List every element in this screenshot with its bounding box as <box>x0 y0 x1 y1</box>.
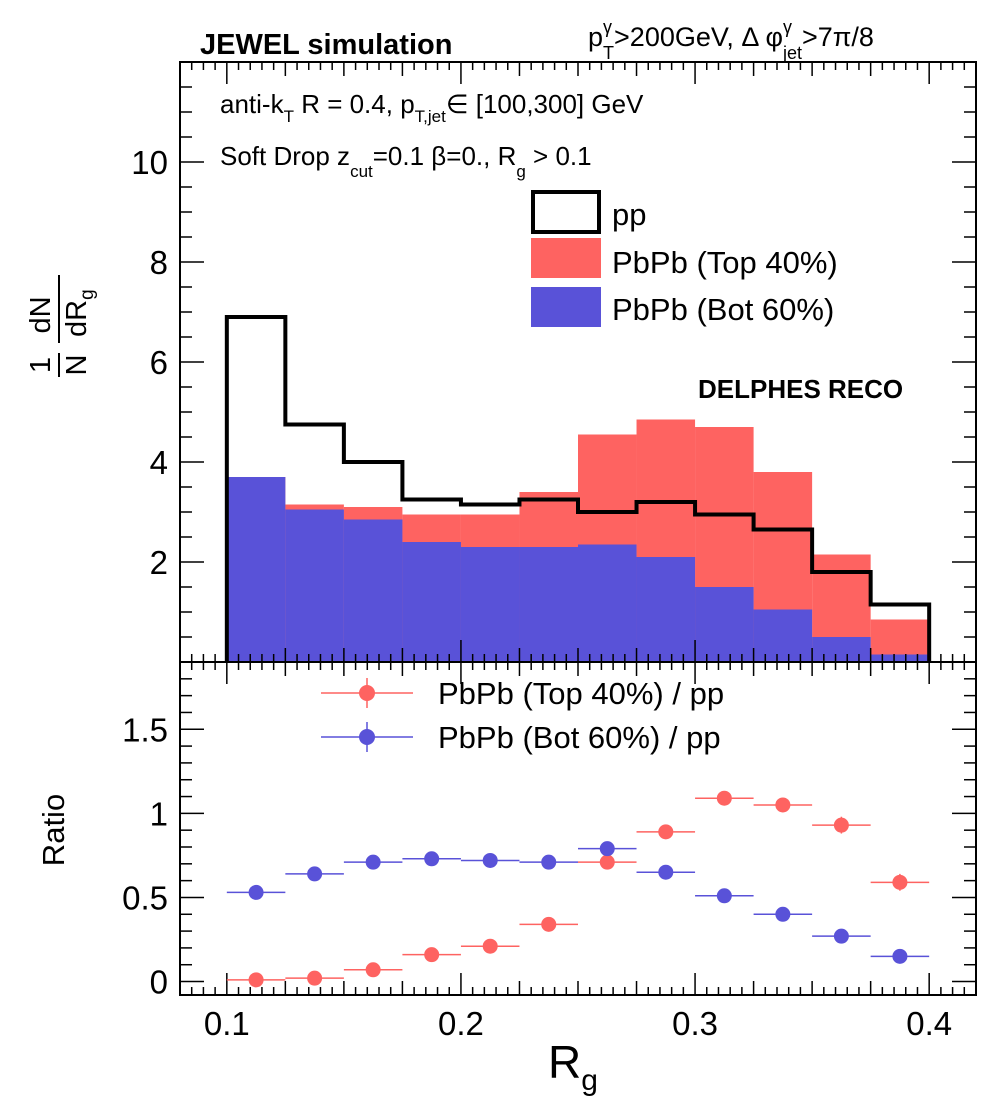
hist-bar-bot-2 <box>343 519 403 662</box>
hist-bar-bot-4 <box>460 547 520 662</box>
ratio-bot-point-11 <box>892 948 908 964</box>
hist-bar-bot-3 <box>402 542 461 662</box>
header-pt-cut: >200GeV, Δ φ <box>614 22 783 52</box>
ratio-bot-point-0 <box>248 884 264 900</box>
annotation-sd-b: =0.1 β=0., R <box>373 141 517 171</box>
ylabel-dr-sub: g <box>77 289 98 300</box>
header-pt-sup: γ <box>603 17 612 37</box>
ratio-top-point-1 <box>307 970 323 986</box>
ratio-bot-point-9 <box>775 906 791 922</box>
lower-ytick-label-1: 0.5 <box>122 879 168 916</box>
ylabel-dn: dN <box>25 296 57 333</box>
annotation-jet-def: anti-kT R = 0.4, pT,jet∈ [100,300] GeV <box>220 89 644 126</box>
legend-swatch-bot <box>531 287 601 327</box>
legend-label-top: PbPb (Top 40%) <box>612 245 838 280</box>
ratio-bot-point-3 <box>424 851 440 867</box>
ratio-bot-point-7 <box>658 864 674 880</box>
upper-ytick-label-1: 4 <box>150 444 168 481</box>
ratio-bot-point-8 <box>716 888 732 904</box>
hist-bar-bot-5 <box>519 547 578 662</box>
xtick-label-1: 0.2 <box>438 1005 484 1042</box>
ratio-bot-point-10 <box>833 928 849 944</box>
annotation-sd-a: Soft Drop z <box>220 141 350 171</box>
lower-y-axis-label: Ratio <box>36 794 71 866</box>
legend-swatch-top <box>531 238 601 278</box>
ratio-top-point-0 <box>248 972 264 988</box>
header-pt: p <box>588 22 603 52</box>
legend-ratio-top-label: PbPb (Top 40%) / pp <box>438 676 724 711</box>
header-phi-sup: γ <box>783 17 792 37</box>
annotation-sd-c: > 0.1 <box>526 141 592 171</box>
hist-bar-bot-7 <box>636 557 696 662</box>
annotation-jet-a-sub: T <box>284 107 294 126</box>
ylabel-one: 1 <box>25 357 57 373</box>
ratio-top-point-11 <box>892 874 908 890</box>
hist-bar-bot-6 <box>578 544 637 662</box>
upper-ytick-label-0: 2 <box>150 544 168 581</box>
upper-ytick-label-4: 10 <box>131 144 168 181</box>
ratio-top-point-6 <box>599 854 615 870</box>
legend-label-bot: PbPb (Bot 60%) <box>612 292 834 327</box>
lower-ytick-label-3: 1.5 <box>122 711 168 748</box>
hist-bar-bot-11 <box>870 654 930 662</box>
xtick-label-3: 0.4 <box>906 1005 952 1042</box>
ratio-top-point-9 <box>775 797 791 813</box>
hist-bar-bot-1 <box>285 509 344 662</box>
ratio-bot-point-1 <box>307 866 323 882</box>
ratio-top-point-10 <box>833 817 849 833</box>
hist-bar-bot-0 <box>226 477 286 662</box>
ratio-top-point-8 <box>716 790 732 806</box>
x-axis-label-main: R <box>548 1036 581 1088</box>
ratio-bot-point-4 <box>482 852 498 868</box>
annotation-delphes-reco: DELPHES RECO <box>698 374 903 404</box>
hist-bar-bot-8 <box>695 587 754 662</box>
ratio-top-point-2 <box>365 962 381 978</box>
histogram-fills <box>226 419 930 662</box>
annotation-jet-b-sub: T,jet <box>415 107 446 126</box>
hist-bar-bot-9 <box>753 609 813 662</box>
ratio-markers <box>226 790 930 988</box>
legend-ratio-bot-marker <box>359 729 375 745</box>
legend-swatch-pp <box>531 190 601 234</box>
x-axis-label: Rg <box>548 1036 598 1097</box>
annotation-sd-a-sub: cut <box>350 162 373 181</box>
lower-ytick-label-0: 0 <box>150 964 168 1001</box>
ratio-bot-point-2 <box>365 854 381 870</box>
header-phi-cut: >7π/8 <box>802 22 874 52</box>
annotation-jet-a: anti-k <box>220 89 285 119</box>
ylabel-dr: dRg <box>61 289 98 337</box>
legend-label-pp: pp <box>612 197 646 232</box>
annotation-sd-b-sub: g <box>516 162 525 181</box>
ratio-top-point-3 <box>424 947 440 963</box>
header-phi-sub: jet <box>782 43 802 63</box>
legend-ratio-top-marker <box>359 685 375 701</box>
ylabel-dr-main: dR <box>61 300 93 337</box>
upper-ytick-label-2: 6 <box>150 344 168 381</box>
xtick-label-2: 0.3 <box>672 1005 718 1042</box>
annotation-softdrop: Soft Drop zcut=0.1 β=0., Rg > 0.1 <box>220 141 592 181</box>
header-pt-sub: T <box>603 43 614 63</box>
xtick-label-0: 0.1 <box>204 1005 250 1042</box>
ylabel-n: N <box>61 355 93 376</box>
hist-pp-step-line <box>224 315 932 662</box>
legend-ratio-bot-label: PbPb (Bot 60%) / pp <box>438 720 721 755</box>
ratio-bot-point-5 <box>541 854 557 870</box>
lower-ytick-label-2: 1 <box>150 795 168 832</box>
upper-ytick-label-3: 8 <box>150 244 168 281</box>
ratio-bot-point-6 <box>599 841 615 857</box>
x-axis-label-sub: g <box>581 1064 598 1097</box>
upper-y-axis-label: 1 N dN dRg <box>25 275 98 377</box>
axis-ticks: 2 4 6 8 10 0 0.5 1 1.5 0.1 0.2 0.3 0.4 <box>122 62 977 1042</box>
ratio-top-point-7 <box>658 824 674 840</box>
annotation-jet-b: R = 0.4, p <box>294 89 415 119</box>
ratio-top-point-5 <box>541 916 557 932</box>
header-right-title: pγ T>200GeV, Δ φγ jet>7π/8 <box>588 17 874 63</box>
header-left-title: JEWEL simulation <box>200 29 452 61</box>
lower-plot-frame <box>179 661 977 996</box>
annotation-jet-c: ∈ [100,300] GeV <box>446 89 644 119</box>
hist-bar-bot-10 <box>812 637 871 662</box>
ratio-top-point-4 <box>482 938 498 954</box>
